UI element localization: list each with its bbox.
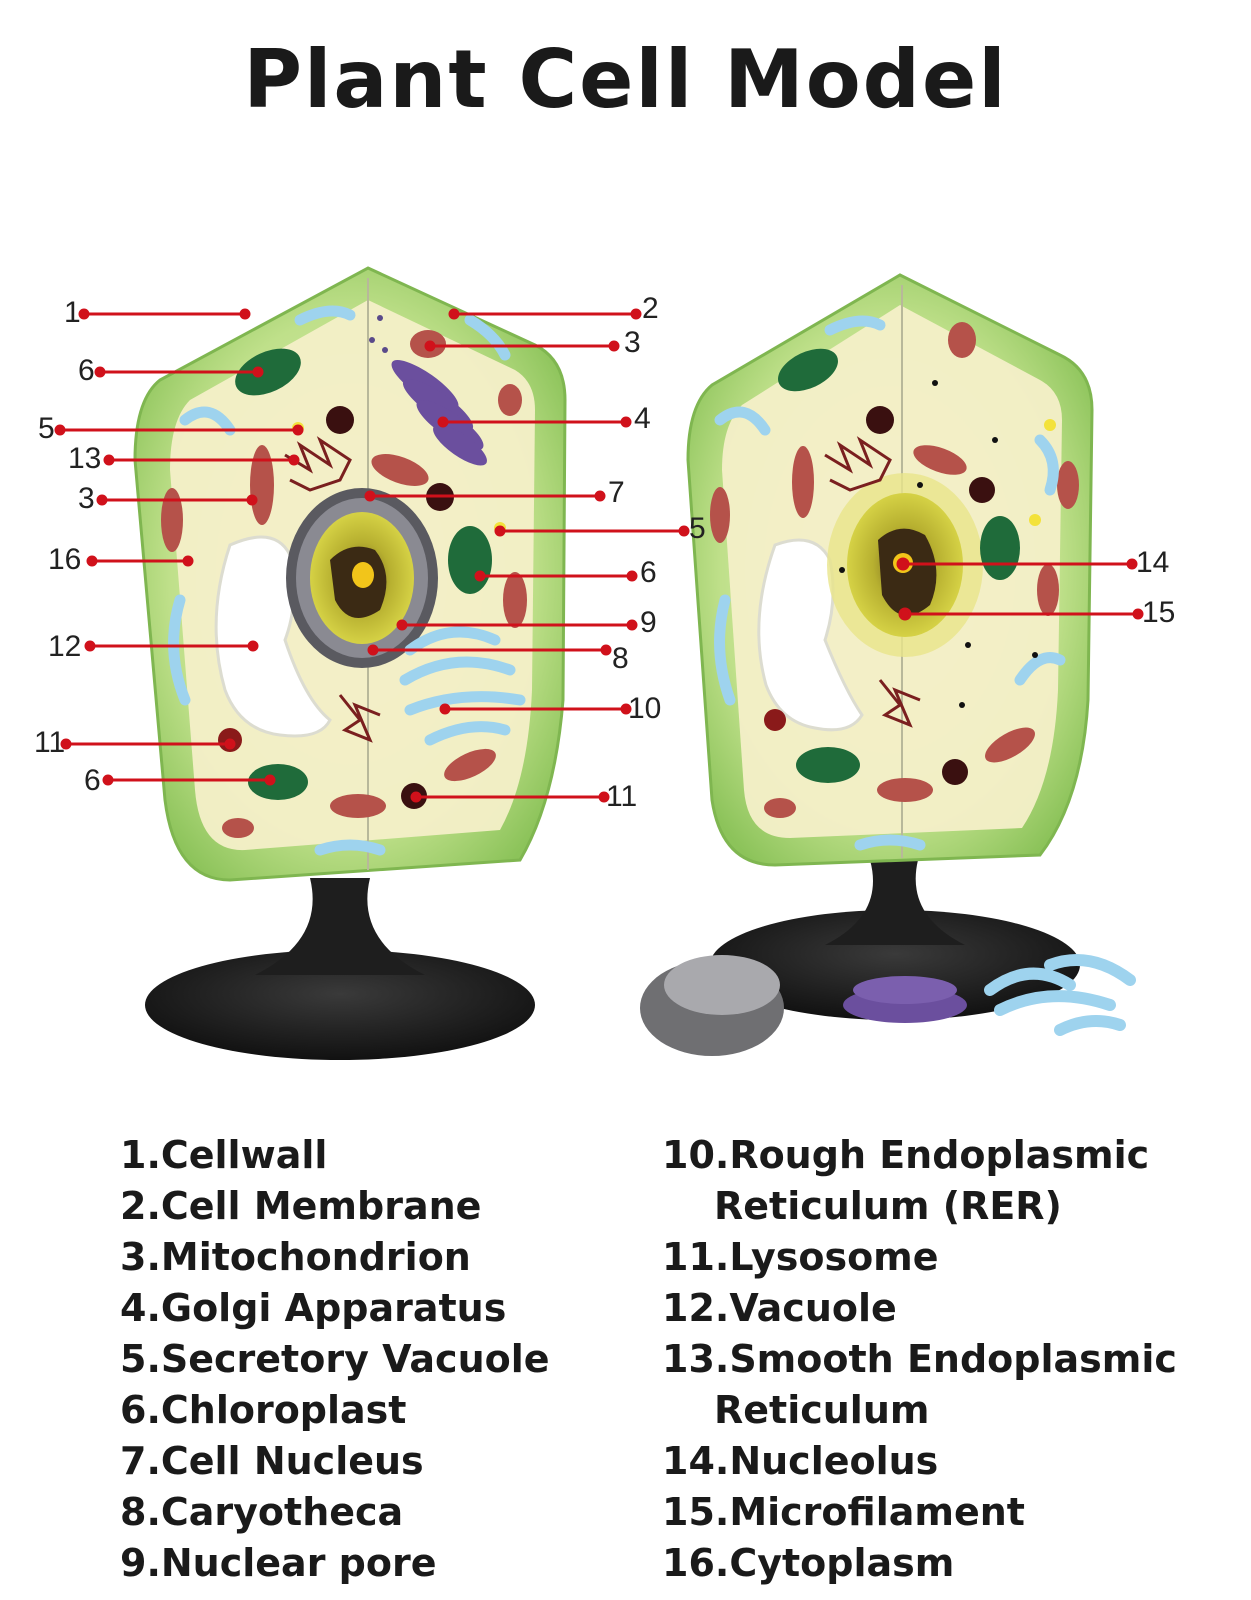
left-golgi: [391, 360, 487, 466]
callout-1: 1: [64, 296, 81, 329]
left-rough-er: [168, 305, 526, 856]
callout-13: 13: [68, 442, 101, 475]
left-mito-c: [161, 488, 183, 552]
callout-6-mid: 6: [640, 556, 657, 589]
left-mito-b: [250, 445, 274, 525]
left-mito-d: [371, 454, 429, 486]
callout-3-right: 3: [624, 326, 641, 359]
legend-item: 13.Smooth Endoplasmic: [662, 1337, 1177, 1381]
legend-item-continuation: Reticulum (RER): [714, 1184, 1062, 1228]
legend-item: 2.Cell Membrane: [120, 1184, 482, 1228]
legend-right: 10.Rough Endoplasmic Reticulum (RER) 11.…: [662, 1130, 1177, 1589]
right-rough-er: [714, 315, 1066, 851]
page-title: Plant Cell Model: [243, 33, 1008, 126]
left-chloroplast-2: [448, 526, 492, 594]
left-mito-h: [222, 818, 254, 838]
callout-5-left: 5: [38, 412, 55, 445]
left-stand: [145, 878, 535, 1060]
legend-item: 5.Secretory Vacuole: [120, 1337, 550, 1381]
callout-12: 12: [48, 630, 81, 663]
right-cell-model: [640, 273, 1136, 1056]
legend-item: 8.Caryotheca: [120, 1490, 404, 1534]
legend-item: 9.Nuclear pore: [120, 1541, 437, 1585]
right-smooth-er: [824, 436, 921, 728]
legend-left: 1.Cellwall 2.Cell Membrane 3.Mitochondri…: [120, 1130, 550, 1589]
removed-nuclear-envelope: [640, 955, 784, 1056]
legend-item: 11.Lysosome: [662, 1235, 939, 1279]
callout-9: 9: [640, 606, 657, 639]
callout-14: 14: [1136, 546, 1169, 579]
legend-item: 14.Nucleolus: [662, 1439, 939, 1483]
cell-model-diagram: 1 2 3 6 4 5 13 7 3 5 16 6 9 12 8 10 11 6…: [34, 266, 1175, 1060]
legend-item: 15.Microfilament: [662, 1490, 1025, 1534]
legend-item: 10.Rough Endoplasmic: [662, 1133, 1150, 1177]
legend-item: 6.Chloroplast: [120, 1388, 407, 1432]
left-chloroplast-1: [235, 348, 301, 396]
legend-item: 7.Cell Nucleus: [120, 1439, 424, 1483]
callout-16: 16: [48, 543, 81, 576]
callout-11-right: 11: [606, 780, 637, 813]
left-smooth-er: [284, 436, 381, 743]
removed-rough-er: [984, 954, 1136, 1036]
left-cell-model: [133, 266, 567, 1060]
left-chloroplast-3: [248, 764, 308, 800]
callout-6-top: 6: [78, 354, 95, 387]
callout-4: 4: [634, 402, 651, 435]
callout-10: 10: [628, 692, 661, 725]
left-mito-g: [444, 748, 496, 782]
callout-6-bottom: 6: [84, 764, 101, 797]
legend-item: 3.Mitochondrion: [120, 1235, 471, 1279]
callout-7: 7: [608, 476, 625, 509]
legend-item: 1.Cellwall: [120, 1133, 328, 1177]
left-mito-e: [330, 794, 386, 818]
callout-11-left: 11: [34, 726, 65, 759]
callout-lines: [54, 308, 1144, 803]
callout-numbers: 1 2 3 6 4 5 13 7 3 5 16 6 9 12 8 10 11 6…: [34, 292, 1175, 813]
callout-5-right: 5: [689, 512, 706, 545]
left-mito-i: [498, 384, 522, 416]
callout-8: 8: [612, 642, 629, 675]
legend-item-continuation: Reticulum: [714, 1388, 930, 1432]
callout-15: 15: [1142, 596, 1175, 629]
removed-golgi: [843, 976, 967, 1023]
legend-item: 4.Golgi Apparatus: [120, 1286, 507, 1330]
legend-item: 16.Cytoplasm: [662, 1541, 955, 1585]
callout-3-left: 3: [78, 482, 95, 515]
legend-item: 12.Vacuole: [662, 1286, 897, 1330]
left-mito-f: [503, 572, 527, 628]
callout-2: 2: [642, 292, 659, 325]
